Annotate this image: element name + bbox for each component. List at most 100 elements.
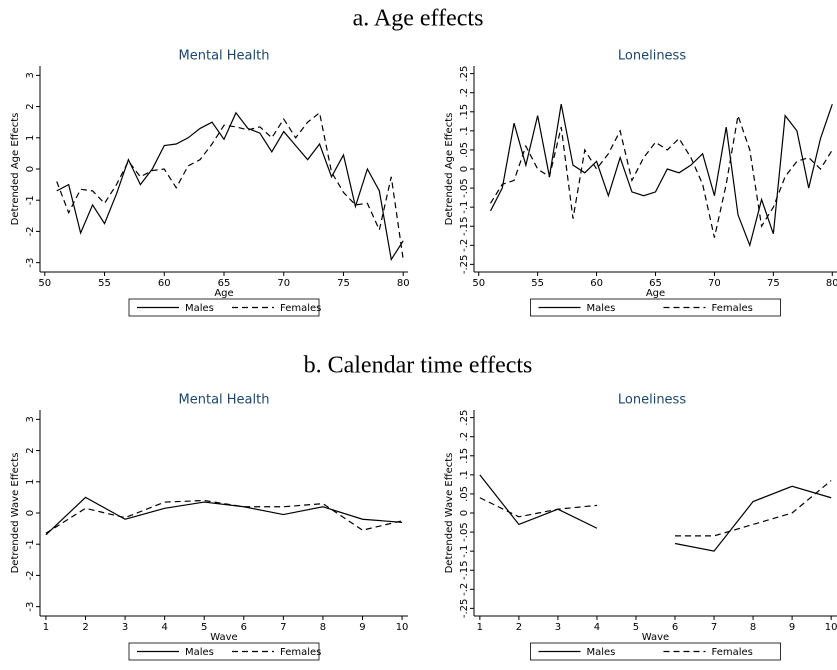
series-line [479, 497, 598, 518]
y-tick-label: -.15 [459, 560, 470, 580]
series-line [56, 111, 404, 262]
series-line [45, 499, 403, 534]
y-tick-label: .2 [459, 88, 470, 98]
legend-label: Males [587, 647, 616, 658]
legend-box [128, 642, 320, 661]
panel-title: b. Calendar time effects [304, 353, 533, 379]
legend-label: Females [712, 303, 753, 314]
x-tick-label: 60 [158, 278, 171, 289]
y-tick-label: 2 [25, 103, 36, 109]
y-axis-label: Detrended Age Effects [444, 113, 455, 226]
x-tick-label: 70 [708, 278, 721, 289]
legend-label: Females [712, 647, 753, 658]
x-tick-label: 4 [594, 622, 600, 633]
x-tick-label: 10 [396, 622, 409, 633]
y-tick-label: -.05 [459, 178, 470, 198]
x-axis-label: Wave [210, 632, 237, 643]
chart-title: Loneliness [618, 393, 686, 408]
series-line [489, 103, 833, 248]
x-tick-label: 55 [98, 278, 111, 289]
legend-label: Females [280, 303, 321, 314]
y-axis-label: Detrended Wave Effects [444, 453, 455, 574]
y-tick-label: .1 [459, 126, 470, 136]
x-tick-label: 80 [826, 278, 837, 289]
x-axis-label: Age [214, 288, 233, 299]
y-tick-label: -.25 [459, 599, 470, 619]
y-tick-label: 0 [459, 166, 470, 172]
x-tick-label: 2 [82, 622, 88, 633]
series-line [674, 485, 832, 552]
x-tick-label: 65 [218, 278, 231, 289]
y-tick-label: .15 [459, 448, 470, 464]
x-tick-label: 50 [38, 278, 51, 289]
y-tick-label: .25 [459, 66, 470, 82]
chart-title: Mental Health [179, 49, 270, 64]
y-axis-label: Detrended Age Effects [10, 113, 21, 226]
y-tick-label: .2 [459, 432, 470, 442]
y-tick-label: .25 [459, 410, 470, 426]
x-tick-label: 7 [711, 622, 717, 633]
x-axis-label: Wave [642, 632, 669, 643]
x-tick-label: 7 [280, 622, 286, 633]
y-tick-label: -.25 [459, 255, 470, 275]
y-tick-label: .05 [459, 486, 470, 502]
y-tick-label: .1 [459, 470, 470, 480]
x-tick-label: 5 [201, 622, 207, 633]
x-tick-label: 4 [161, 622, 167, 633]
y-tick-label: 1 [25, 479, 36, 485]
y-axis-label: Detrended Wave Effects [10, 453, 21, 574]
x-tick-label: 70 [277, 278, 290, 289]
legend: Males Females [128, 298, 321, 317]
legend-box [530, 642, 781, 661]
y-tick-label: -.1 [459, 201, 470, 214]
legend-label: Females [280, 647, 321, 658]
x-tick-label: 75 [767, 278, 780, 289]
x-tick-label: 8 [750, 622, 756, 633]
y-tick-label: 0 [25, 510, 36, 516]
legend: Males Females [128, 642, 321, 661]
chart-title: Loneliness [618, 49, 686, 64]
legend-box [530, 298, 781, 317]
y-tick-label: 2 [25, 447, 36, 453]
chart-title: Mental Health [179, 393, 270, 408]
y-tick-label: 0 [25, 166, 36, 172]
y-tick-label: -3 [25, 258, 36, 268]
y-tick-label: -1 [25, 539, 36, 549]
x-tick-label: 80 [397, 278, 410, 289]
series-line [56, 111, 404, 260]
legend-label: Males [587, 303, 616, 314]
legend: Males Females [530, 642, 781, 661]
legend-box [128, 298, 320, 317]
y-tick-label: -2 [25, 570, 36, 580]
x-tick-label: 8 [320, 622, 326, 633]
x-axis-label: Age [646, 288, 665, 299]
x-tick-label: 2 [516, 622, 522, 633]
y-tick-label: -1 [25, 195, 36, 205]
x-tick-label: 50 [472, 278, 485, 289]
x-tick-label: 10 [825, 622, 837, 633]
x-tick-label: 3 [555, 622, 561, 633]
x-tick-label: 75 [337, 278, 350, 289]
y-tick-label: -.2 [459, 583, 470, 596]
y-tick-label: -2 [25, 226, 36, 236]
x-tick-label: 3 [122, 622, 128, 633]
y-tick-label: 3 [25, 416, 36, 422]
x-tick-label: 55 [531, 278, 544, 289]
x-tick-label: 6 [241, 622, 247, 633]
y-tick-label: -.05 [459, 522, 470, 542]
x-tick-label: 9 [359, 622, 365, 633]
x-tick-label: 1 [43, 622, 49, 633]
y-tick-label: 0 [459, 510, 470, 516]
series-line [45, 496, 403, 536]
y-tick-label: -3 [25, 602, 36, 612]
x-tick-label: 1 [477, 622, 483, 633]
y-tick-label: 3 [25, 72, 36, 78]
y-tick-label: -.1 [459, 545, 470, 558]
legend-label: Males [185, 647, 214, 658]
panel-title: a. Age effects [353, 6, 484, 32]
legend: Males Females [530, 298, 781, 317]
legend-label: Males [185, 303, 214, 314]
x-tick-label: 60 [590, 278, 603, 289]
y-tick-label: -.15 [459, 216, 470, 236]
